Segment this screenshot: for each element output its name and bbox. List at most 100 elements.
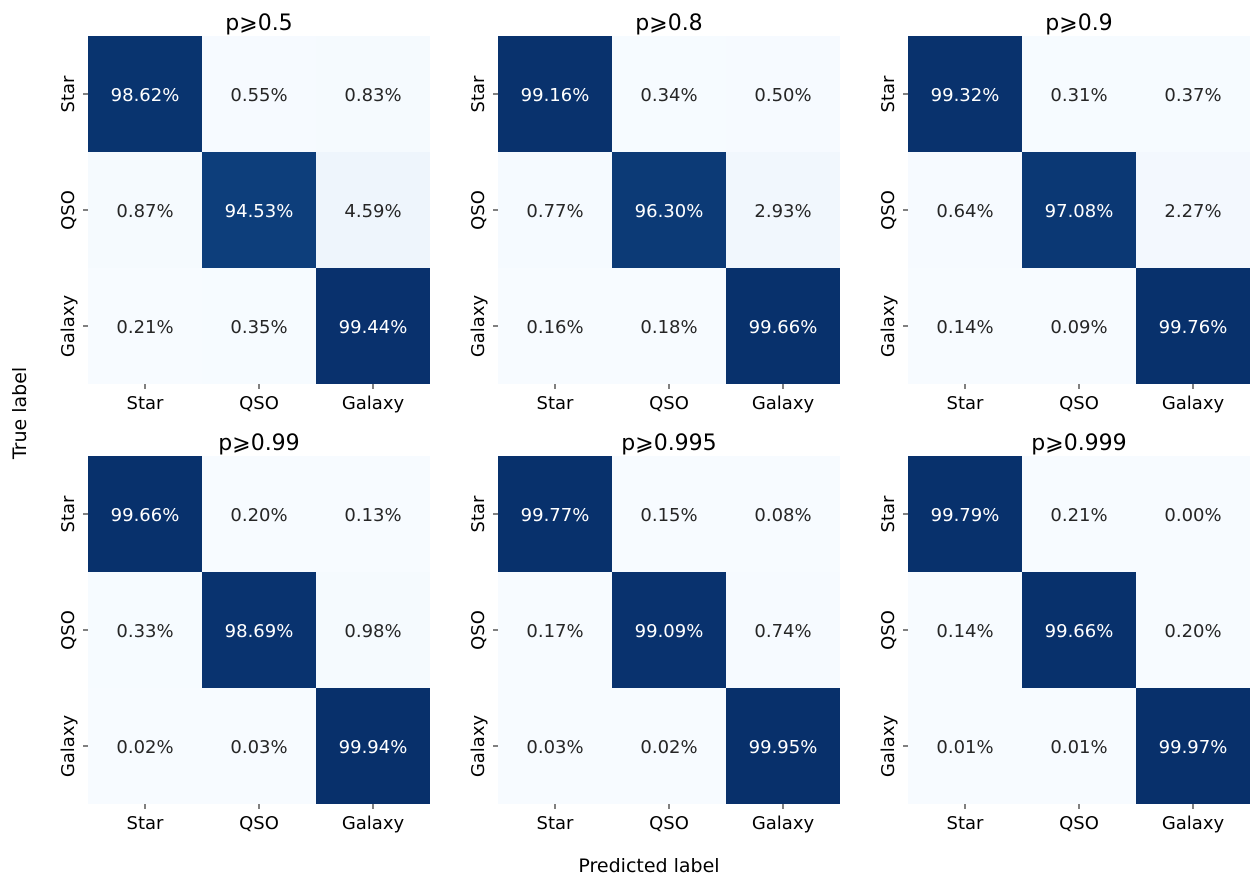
y-tick-label: Star [878, 75, 899, 113]
x-tick-label: Star [127, 393, 165, 414]
figure-xlabel: Predicted label [578, 855, 719, 877]
cell-label: 0.01% [1050, 737, 1107, 758]
y-tick-label: QSO [58, 190, 79, 230]
cell-label: 99.79% [931, 505, 1000, 526]
cell-label: 0.09% [1050, 317, 1107, 338]
cell-label: 0.17% [526, 621, 583, 642]
cell-label: 0.34% [640, 85, 697, 106]
cell-label: 0.20% [230, 505, 287, 526]
y-tick-label: Star [468, 75, 489, 113]
cell-label: 0.50% [754, 85, 811, 106]
x-tick-label: Star [537, 393, 575, 414]
figure-ylabel: True label [9, 367, 31, 460]
cell-label: 0.35% [230, 317, 287, 338]
cell-label: 99.94% [339, 737, 408, 758]
x-tick-label: QSO [649, 393, 689, 414]
cell-label: 0.01% [936, 737, 993, 758]
panel-title: p⩾0.995 [621, 431, 716, 456]
cell-label: 99.66% [111, 505, 180, 526]
y-tick-label: Galaxy [878, 715, 899, 778]
cell-label: 99.09% [635, 621, 704, 642]
x-tick-label: Star [127, 813, 165, 834]
y-tick-label: Star [878, 495, 899, 533]
cell-label: 99.66% [1045, 621, 1114, 642]
cell-label: 99.32% [931, 85, 1000, 106]
cell-label: 0.21% [1050, 505, 1107, 526]
heatmap-panel-3: p⩾0.9 99.32% 0.31% 0.37% 0.64% 97.08% 2.27% 0.1… [878, 11, 1250, 414]
cell-label: 4.59% [344, 201, 401, 222]
cell-label: 0.64% [936, 201, 993, 222]
heatmap-panel-4: p⩾0.99 99.66% 0.20% 0.13% 0.33% 98.69% 0.98% 0.… [58, 431, 430, 834]
panel-title: p⩾0.5 [225, 11, 292, 36]
cell-label: 0.74% [754, 621, 811, 642]
x-tick-label: Star [537, 813, 575, 834]
panel-title: p⩾0.99 [218, 431, 299, 456]
y-tick-label: Star [58, 495, 79, 533]
cell-label: 99.44% [339, 317, 408, 338]
cell-label: 0.02% [640, 737, 697, 758]
heatmap-panel-5: p⩾0.995 99.77% 0.15% 0.08% 0.17% 99.09% 0.74% 0… [468, 431, 840, 834]
cell-label: 0.37% [1164, 85, 1221, 106]
cell-label: 0.31% [1050, 85, 1107, 106]
cell-label: 0.15% [640, 505, 697, 526]
panel-title: p⩾0.9 [1045, 11, 1112, 36]
cell-label: 0.20% [1164, 621, 1221, 642]
y-tick-label: Galaxy [468, 715, 489, 778]
cell-label: 0.33% [116, 621, 173, 642]
cell-label: 97.08% [1045, 201, 1114, 222]
y-tick-label: QSO [878, 190, 899, 230]
cell-label: 96.30% [635, 201, 704, 222]
cell-label: 2.27% [1164, 201, 1221, 222]
cell-label: 0.14% [936, 317, 993, 338]
x-tick-label: Galaxy [752, 813, 815, 834]
cell-label: 99.76% [1159, 317, 1228, 338]
cell-label: 99.97% [1159, 737, 1228, 758]
cell-label: 0.21% [116, 317, 173, 338]
cell-label: 0.02% [116, 737, 173, 758]
heatmap-panel-6: p⩾0.999 99.79% 0.21% 0.00% 0.14% 99.66% 0.20% 0… [878, 431, 1250, 834]
cell-label: 0.83% [344, 85, 401, 106]
cell-label: 2.93% [754, 201, 811, 222]
cell-label: 0.87% [116, 201, 173, 222]
y-tick-label: QSO [468, 610, 489, 650]
x-tick-label: Star [947, 813, 985, 834]
x-tick-label: QSO [239, 813, 279, 834]
x-tick-label: Galaxy [1162, 813, 1225, 834]
cell-label: 98.69% [225, 621, 294, 642]
cell-label: 0.00% [1164, 505, 1221, 526]
cell-label: 0.16% [526, 317, 583, 338]
panel-title: p⩾0.8 [635, 11, 702, 36]
y-tick-label: Galaxy [58, 295, 79, 358]
heatmap-panel-2: p⩾0.8 99.16% 0.34% 0.50% 0.77% 96.30% 2.93% 0.1… [468, 11, 840, 414]
y-tick-label: QSO [58, 610, 79, 650]
cell-label: 94.53% [225, 201, 294, 222]
x-tick-label: QSO [239, 393, 279, 414]
cell-label: 0.18% [640, 317, 697, 338]
cell-label: 99.16% [521, 85, 590, 106]
x-tick-label: Galaxy [342, 393, 405, 414]
cell-label: 0.03% [230, 737, 287, 758]
y-tick-label: Galaxy [468, 295, 489, 358]
cell-label: 98.62% [111, 85, 180, 106]
y-tick-label: Galaxy [878, 295, 899, 358]
cell-label: 0.77% [526, 201, 583, 222]
heatmap-panel-1: p⩾0.5 98.62% 0.55% 0.83% 0.87% 94.53% 4.59% 0.2… [58, 11, 430, 414]
x-tick-label: Galaxy [342, 813, 405, 834]
x-tick-label: QSO [649, 813, 689, 834]
y-tick-label: Star [468, 495, 489, 533]
cell-label: 0.13% [344, 505, 401, 526]
x-tick-label: Galaxy [752, 393, 815, 414]
x-tick-label: Star [947, 393, 985, 414]
cell-label: 0.55% [230, 85, 287, 106]
cell-label: 99.95% [749, 737, 818, 758]
cell-label: 0.08% [754, 505, 811, 526]
x-tick-label: Galaxy [1162, 393, 1225, 414]
x-tick-label: QSO [1059, 813, 1099, 834]
cell-label: 0.98% [344, 621, 401, 642]
y-tick-label: QSO [878, 610, 899, 650]
cell-label: 0.14% [936, 621, 993, 642]
y-tick-label: QSO [468, 190, 489, 230]
y-tick-label: Star [58, 75, 79, 113]
